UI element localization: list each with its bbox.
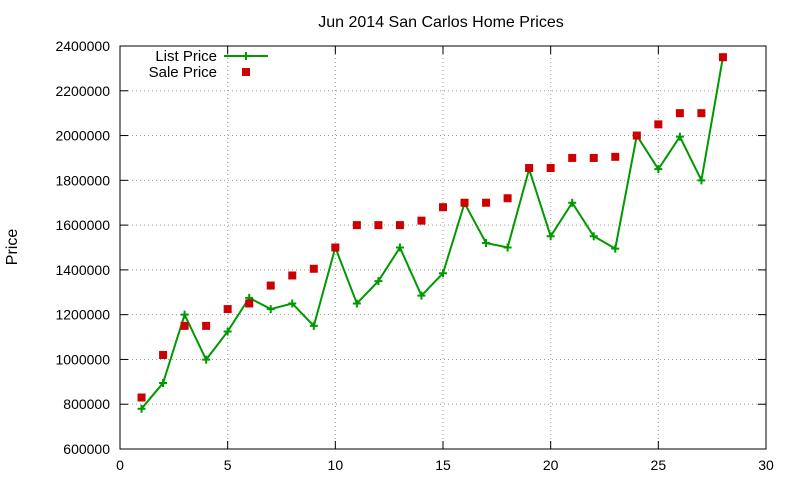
list-price-point <box>439 269 447 278</box>
sale-price-point <box>611 152 620 161</box>
sale-price-point <box>546 164 555 173</box>
sale-price-series <box>137 53 727 402</box>
legend-label: Sale Price <box>149 64 217 81</box>
list-price-point <box>180 310 189 319</box>
y-tick-label: 600000 <box>63 441 110 457</box>
list-price-point <box>417 291 426 300</box>
sale-price-point <box>159 350 168 359</box>
sale-price-point <box>137 393 146 402</box>
sale-price-point <box>374 221 383 230</box>
list-price-point <box>589 232 598 241</box>
y-tick-label: 1200000 <box>55 307 110 323</box>
sale-price-point <box>309 264 318 273</box>
list-price-point <box>309 321 318 330</box>
list-price-point <box>395 243 404 252</box>
list-price-point <box>202 355 211 364</box>
x-tick-label: 20 <box>543 457 559 473</box>
y-tick-label: 1400000 <box>55 262 110 278</box>
y-tick-label: 1800000 <box>55 172 110 188</box>
list-price-point <box>654 165 663 174</box>
sale-price-point <box>266 281 275 290</box>
sale-price-point <box>460 198 469 207</box>
list-price-point <box>352 299 361 308</box>
x-tick-label: 25 <box>651 457 667 473</box>
x-tick-label: 30 <box>758 457 774 473</box>
list-price-point <box>266 305 275 314</box>
x-tick-label: 0 <box>116 457 124 473</box>
sale-price-point <box>632 131 641 140</box>
sale-price-point <box>288 271 297 280</box>
x-tick-label: 5 <box>224 457 232 473</box>
legend-square-marker <box>242 68 250 76</box>
sale-price-point <box>482 198 491 207</box>
sale-price-point <box>331 243 340 252</box>
list-price-point <box>503 243 512 252</box>
list-price-point <box>546 232 555 241</box>
sale-price-point <box>439 203 447 212</box>
list-price-point <box>675 132 684 141</box>
legend-plus-marker <box>242 52 250 60</box>
y-tick-label: 2400000 <box>55 38 110 54</box>
sale-price-point <box>352 221 361 230</box>
y-tick-label: 1000000 <box>55 351 110 367</box>
list-price-point <box>482 239 491 248</box>
sale-price-point <box>180 321 189 330</box>
x-tick-label: 10 <box>328 457 344 473</box>
sale-price-point <box>718 53 727 62</box>
y-tick-label: 2200000 <box>55 83 110 99</box>
series-layer <box>137 53 727 413</box>
sale-price-point <box>245 299 254 308</box>
list-price-point <box>568 198 577 207</box>
sale-price-point <box>675 109 684 118</box>
grid <box>120 46 766 449</box>
axis-ticks <box>119 45 767 450</box>
x-tick-label: 15 <box>435 457 451 473</box>
list-price-point <box>137 404 146 413</box>
plot-frame <box>119 45 767 450</box>
tick-labels: 600000 800000 1000000 1200000 1400000 1600000… <box>55 38 774 473</box>
list-price-point <box>288 299 297 308</box>
sale-price-point <box>568 153 577 162</box>
list-price-line <box>140 57 724 410</box>
y-tick-label: 1600000 <box>55 217 110 233</box>
list-price-point <box>374 277 383 286</box>
list-price-point <box>697 176 706 185</box>
sale-price-point <box>202 321 211 330</box>
chart-title: Jun 2014 San Carlos Home Prices <box>318 14 563 31</box>
list-price-point <box>223 327 232 336</box>
sale-price-point <box>697 109 706 118</box>
y-axis-label: Price <box>4 229 21 266</box>
list-price-series <box>137 53 727 413</box>
sale-price-point <box>417 216 426 225</box>
sale-price-point <box>525 164 534 173</box>
list-price-point <box>159 378 168 387</box>
legend-label: List Price <box>155 48 217 65</box>
sale-price-point <box>503 194 512 203</box>
list-price-point <box>611 244 620 253</box>
sale-price-point <box>589 153 598 162</box>
sale-price-point <box>654 120 663 129</box>
sale-price-point <box>395 221 404 230</box>
y-tick-label: 2000000 <box>55 128 110 144</box>
y-tick-label: 800000 <box>63 396 110 412</box>
sale-price-point <box>223 305 232 314</box>
